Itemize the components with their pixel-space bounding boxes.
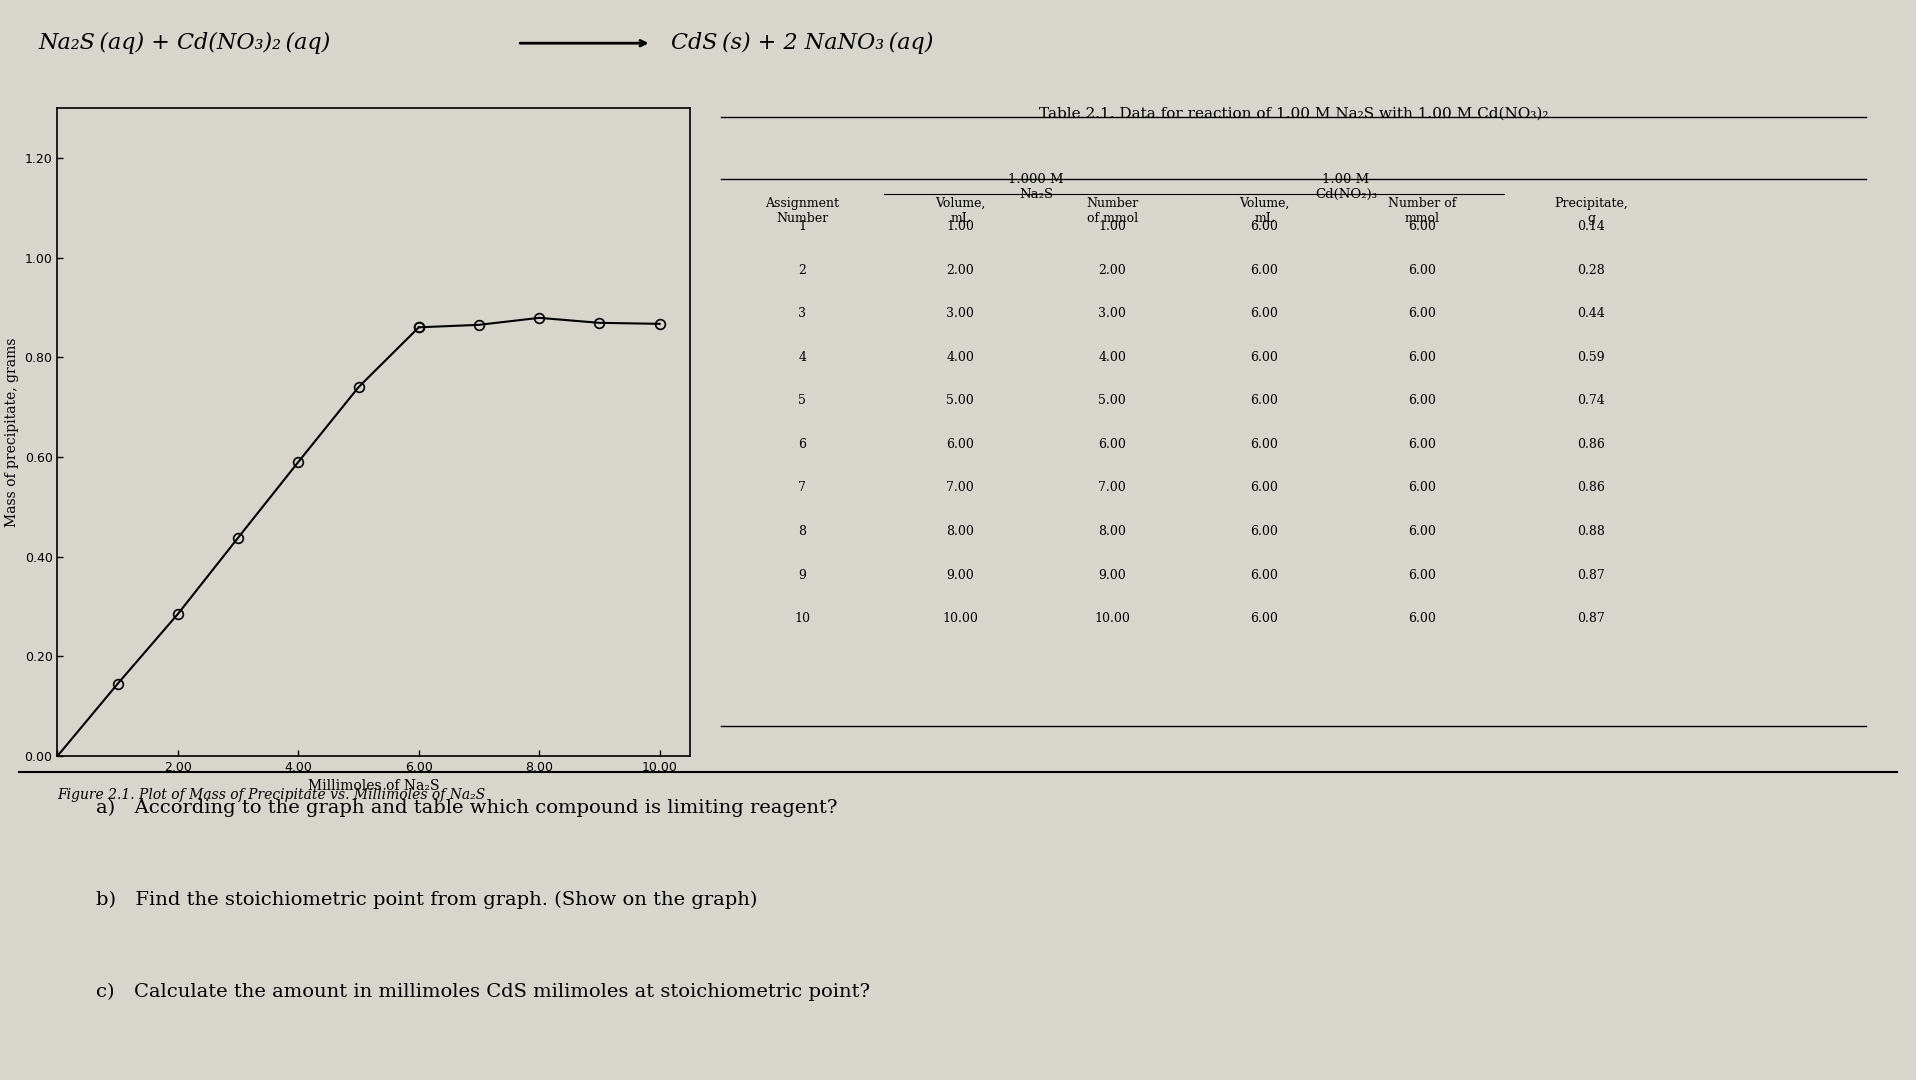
Text: 1.00: 1.00 <box>947 220 973 233</box>
Text: 6.00: 6.00 <box>1249 220 1278 233</box>
Text: 9.00: 9.00 <box>1098 568 1127 581</box>
Text: 6.00: 6.00 <box>1408 264 1435 276</box>
Text: 6.00: 6.00 <box>1408 568 1435 581</box>
Text: 8.00: 8.00 <box>947 525 973 538</box>
Text: Precipitate,
g: Precipitate, g <box>1554 197 1629 225</box>
X-axis label: Millimoles of Na₂S: Millimoles of Na₂S <box>308 780 439 794</box>
Text: 6.00: 6.00 <box>1408 394 1435 407</box>
Text: a) According to the graph and table which compound is limiting reagent?: a) According to the graph and table whic… <box>96 799 837 818</box>
Text: 3: 3 <box>799 308 807 321</box>
Text: 0.28: 0.28 <box>1577 264 1606 276</box>
Text: 6.00: 6.00 <box>1408 482 1435 495</box>
Text: 4.00: 4.00 <box>947 351 973 364</box>
Text: 6.00: 6.00 <box>1098 438 1127 451</box>
Text: b) Find the stoichiometric point from graph. (Show on the graph): b) Find the stoichiometric point from gr… <box>96 891 757 909</box>
Text: 9.00: 9.00 <box>947 568 973 581</box>
Text: 6.00: 6.00 <box>947 438 973 451</box>
Text: 0.14: 0.14 <box>1577 220 1606 233</box>
Text: 1.00 M
Cd(NO₂)₃: 1.00 M Cd(NO₂)₃ <box>1314 174 1378 202</box>
Text: 0.44: 0.44 <box>1577 308 1606 321</box>
Text: 6.00: 6.00 <box>1249 264 1278 276</box>
Text: 2.00: 2.00 <box>947 264 973 276</box>
Text: 6.00: 6.00 <box>1408 220 1435 233</box>
Text: 1.000 M
Na₂S: 1.000 M Na₂S <box>1008 174 1063 202</box>
Text: 6.00: 6.00 <box>1408 308 1435 321</box>
Text: 6.00: 6.00 <box>1249 438 1278 451</box>
Text: 7: 7 <box>799 482 807 495</box>
Text: 6.00: 6.00 <box>1249 351 1278 364</box>
Text: 7.00: 7.00 <box>947 482 973 495</box>
Text: 4.00: 4.00 <box>1098 351 1127 364</box>
Text: c) Calculate the amount in millimoles CdS milimoles at stoichiometric point?: c) Calculate the amount in millimoles Cd… <box>96 983 870 1001</box>
Text: Assignment
Number: Assignment Number <box>764 197 839 225</box>
Text: 0.86: 0.86 <box>1577 482 1606 495</box>
Text: 6.00: 6.00 <box>1408 612 1435 625</box>
Text: 0.74: 0.74 <box>1577 394 1606 407</box>
Text: 8.00: 8.00 <box>1098 525 1127 538</box>
Text: 10.00: 10.00 <box>1094 612 1130 625</box>
Text: Table 2.1. Data for reaction of 1.00 M Na₂S with 1.00 M Cd(NO₃)₂: Table 2.1. Data for reaction of 1.00 M N… <box>1038 107 1548 121</box>
Text: 1.00: 1.00 <box>1098 220 1127 233</box>
Text: Volume,
mL: Volume, mL <box>935 197 985 225</box>
Text: 2.00: 2.00 <box>1098 264 1127 276</box>
Text: 0.86: 0.86 <box>1577 438 1606 451</box>
Text: 6.00: 6.00 <box>1408 438 1435 451</box>
Text: 8: 8 <box>799 525 807 538</box>
Text: Number
of mmol: Number of mmol <box>1086 197 1138 225</box>
Text: 1: 1 <box>799 220 807 233</box>
Text: 5: 5 <box>799 394 807 407</box>
Text: 9: 9 <box>799 568 807 581</box>
Text: 5.00: 5.00 <box>1098 394 1127 407</box>
Text: 10.00: 10.00 <box>943 612 979 625</box>
Text: 5.00: 5.00 <box>947 394 973 407</box>
Text: 6.00: 6.00 <box>1249 612 1278 625</box>
Text: 6.00: 6.00 <box>1408 525 1435 538</box>
Text: 10: 10 <box>795 612 810 625</box>
Text: 0.59: 0.59 <box>1577 351 1606 364</box>
Text: 6.00: 6.00 <box>1249 525 1278 538</box>
Text: Figure 2.1. Plot of Mass of Precipitate vs. Millimoles of Na₂S: Figure 2.1. Plot of Mass of Precipitate … <box>57 788 487 802</box>
Text: 0.88: 0.88 <box>1577 525 1606 538</box>
Text: 6.00: 6.00 <box>1408 351 1435 364</box>
Text: 7.00: 7.00 <box>1098 482 1127 495</box>
Text: 4: 4 <box>799 351 807 364</box>
Text: 6.00: 6.00 <box>1249 394 1278 407</box>
Y-axis label: Mass of precipitate, grams: Mass of precipitate, grams <box>6 337 19 527</box>
Text: 6: 6 <box>799 438 807 451</box>
Text: CdS (s) + 2 NaNO₃ (aq): CdS (s) + 2 NaNO₃ (aq) <box>671 32 933 54</box>
Text: 6.00: 6.00 <box>1249 482 1278 495</box>
Text: 0.87: 0.87 <box>1577 612 1606 625</box>
Text: 2: 2 <box>799 264 807 276</box>
Text: Volume,
mL: Volume, mL <box>1240 197 1289 225</box>
Text: 3.00: 3.00 <box>947 308 973 321</box>
Text: 6.00: 6.00 <box>1249 568 1278 581</box>
Text: 6.00: 6.00 <box>1249 308 1278 321</box>
Text: Na₂S (aq) + Cd(NO₃)₂ (aq): Na₂S (aq) + Cd(NO₃)₂ (aq) <box>38 32 331 54</box>
Text: Number of
mmol: Number of mmol <box>1387 197 1456 225</box>
Text: 3.00: 3.00 <box>1098 308 1127 321</box>
Text: 0.87: 0.87 <box>1577 568 1606 581</box>
